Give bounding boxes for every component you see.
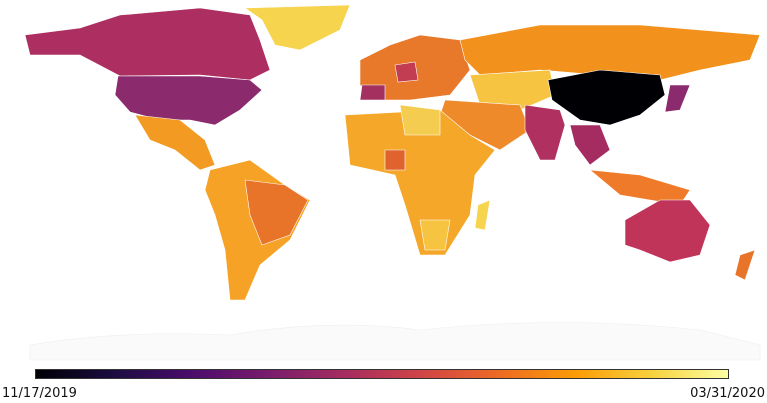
spain xyxy=(359,84,386,101)
russia xyxy=(459,24,761,81)
colorbar-max-label: 03/31/2020 xyxy=(690,386,765,401)
nigeria xyxy=(384,149,406,171)
colorbar xyxy=(35,369,729,379)
australia xyxy=(624,199,711,263)
se-asia xyxy=(569,124,611,166)
indonesia xyxy=(589,169,691,206)
madagascar xyxy=(474,199,491,231)
africa xyxy=(344,109,496,256)
greenland xyxy=(244,4,351,51)
china xyxy=(547,69,666,126)
north-africa xyxy=(399,104,441,136)
countries xyxy=(24,4,761,361)
world-map xyxy=(24,4,761,361)
mexico xyxy=(134,114,216,171)
usa xyxy=(114,75,263,126)
antarctica xyxy=(29,322,761,361)
japan xyxy=(664,84,691,113)
south-africa xyxy=(419,219,451,251)
kazakhstan xyxy=(469,69,556,111)
france xyxy=(394,61,419,83)
brazil xyxy=(244,179,309,246)
colorbar-min-label: 11/17/2019 xyxy=(2,386,77,401)
new-zealand xyxy=(734,249,756,281)
canada xyxy=(24,7,271,81)
india xyxy=(524,104,566,161)
